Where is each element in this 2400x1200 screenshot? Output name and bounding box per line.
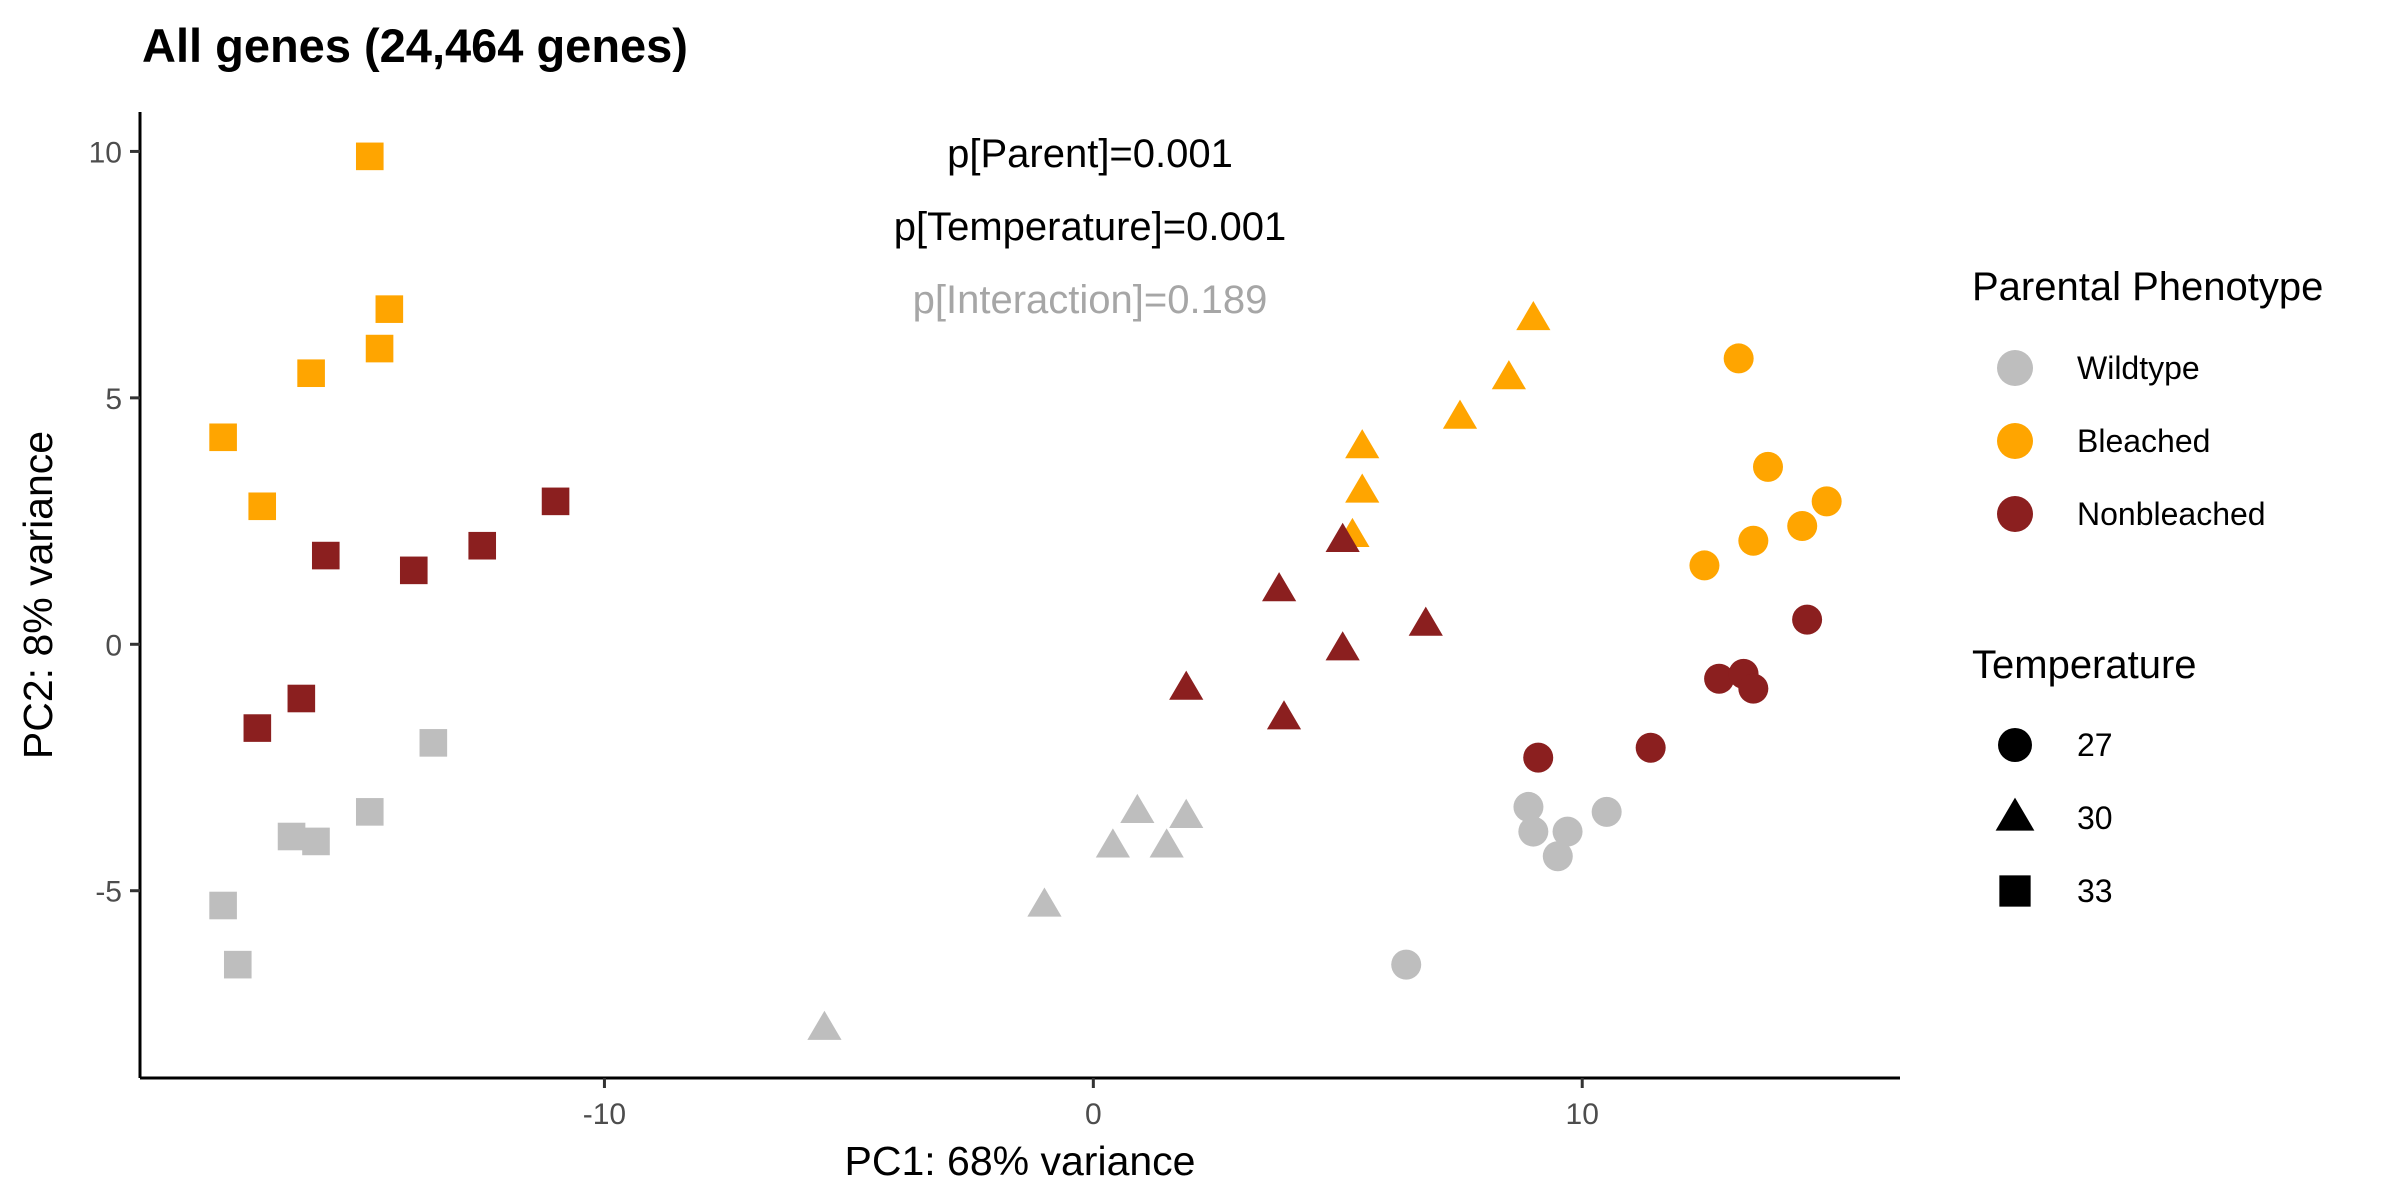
legend-label-wildtype: Wildtype [2077,350,2200,386]
legend-temperature-entries: 27 30 33 [1995,727,2113,909]
data-point-bleached-30 [1516,301,1551,331]
legend-phenotype-entries: Wildtype Bleached Nonbleached [1997,350,2266,532]
data-point-wildtype-30 [1120,793,1155,824]
legend-key-triangle [1995,797,2035,831]
data-point-wildtype-33 [355,798,384,826]
data-point-wildtype-33 [209,891,237,920]
legend-title-phenotype: Parental Phenotype [1972,265,2323,309]
data-point-wildtype-30 [1027,887,1062,917]
x-tick-label: 10 [1566,1098,1599,1131]
data-point-bleached-33 [209,423,237,452]
legend-key-square [1999,875,2031,907]
data-point-wildtype-33 [277,822,306,851]
data-point-bleached-27 [1689,550,1720,581]
y-tick-label: -5 [95,876,122,909]
data-point-wildtype-27 [1552,816,1583,847]
annotation-parent: p[Parent]=0.001 [947,132,1233,176]
data-point-nonbleached-27 [1792,604,1823,635]
data-point-wildtype-30 [807,1010,842,1040]
data-point-bleached-27 [1787,511,1818,541]
data-point-nonbleached-33 [541,487,570,516]
data-point-bleached-27 [1723,343,1754,374]
data-point-nonbleached-27 [1738,673,1769,704]
data-point-nonbleached-30 [1325,522,1360,552]
data-points [209,142,1842,1040]
data-point-nonbleached-33 [399,556,428,585]
data-point-nonbleached-27 [1635,732,1666,763]
data-point-wildtype-33 [223,950,252,979]
legend-key-circle [1998,728,2032,762]
legend-key-nonbleached [1997,496,2033,532]
legend-label-bleached: Bleached [2077,423,2210,459]
data-point-nonbleached-33 [311,541,340,570]
data-point-nonbleached-30 [1169,670,1204,700]
y-tick-label: 0 [105,629,122,662]
data-point-wildtype-27 [1542,841,1573,872]
data-point-wildtype-33 [419,729,448,757]
y-tick-label: 5 [105,383,122,416]
axes [138,112,1900,1080]
data-point-bleached-30 [1491,360,1526,390]
data-point-nonbleached-27 [1704,663,1735,694]
data-point-nonbleached-30 [1266,700,1302,730]
legend-label-nonbleached: Nonbleached [2077,496,2266,532]
data-point-bleached-33 [375,295,404,323]
data-point-nonbleached-33 [243,714,272,742]
legend-title-temperature: Temperature [1972,643,2197,687]
data-point-bleached-30 [1345,429,1380,459]
data-point-bleached-30 [1345,473,1380,503]
data-point-bleached-30 [1442,399,1478,429]
data-point-nonbleached-30 [1408,606,1443,636]
data-point-bleached-27 [1753,451,1783,482]
data-point-wildtype-30 [1169,798,1204,828]
annotation-interaction: p[Interaction]=0.189 [913,278,1268,322]
data-point-bleached-33 [297,359,325,388]
data-point-bleached-27 [1738,525,1769,556]
legend-label-temperature: 30 [2077,800,2113,836]
y-axis-ticks: -5 0 5 10 [89,136,140,909]
legend: Parental Phenotype Wildtype Bleached Nonbl… [1972,265,2323,909]
x-tick-label: 0 [1085,1098,1102,1131]
chart-title: All genes (24,464 genes) [142,19,688,72]
data-point-wildtype-27 [1591,796,1622,827]
data-point-bleached-33 [355,142,384,171]
x-axis-title: PC1: 68% variance [845,1138,1196,1184]
data-point-nonbleached-30 [1325,631,1360,661]
legend-label-temperature: 33 [2077,873,2113,909]
x-axis-ticks: -10 0 10 [583,1078,1599,1131]
legend-label-temperature: 27 [2077,727,2113,763]
p-value-annotations: p[Parent]=0.001 p[Temperature]=0.001 p[I… [894,132,1286,322]
data-point-nonbleached-33 [468,531,497,560]
data-point-bleached-27 [1811,486,1842,517]
data-point-nonbleached-33 [287,684,316,713]
legend-key-bleached [1997,423,2033,459]
data-point-nonbleached-27 [1523,742,1554,773]
y-axis-title: PC2: 8% variance [15,431,61,759]
y-tick-label: 10 [89,136,122,169]
data-point-wildtype-30 [1149,828,1184,858]
annotation-temperature: p[Temperature]=0.001 [894,205,1286,249]
data-point-nonbleached-30 [1262,572,1297,602]
x-tick-label: -10 [583,1098,626,1131]
data-point-bleached-33 [248,492,277,521]
data-point-wildtype-30 [1095,828,1130,858]
data-point-wildtype-33 [302,827,330,856]
data-point-wildtype-27 [1518,816,1549,847]
data-point-wildtype-27 [1391,949,1422,980]
data-point-bleached-33 [365,334,394,363]
legend-key-wildtype [1997,350,2033,386]
data-point-wildtype-27 [1513,791,1544,822]
